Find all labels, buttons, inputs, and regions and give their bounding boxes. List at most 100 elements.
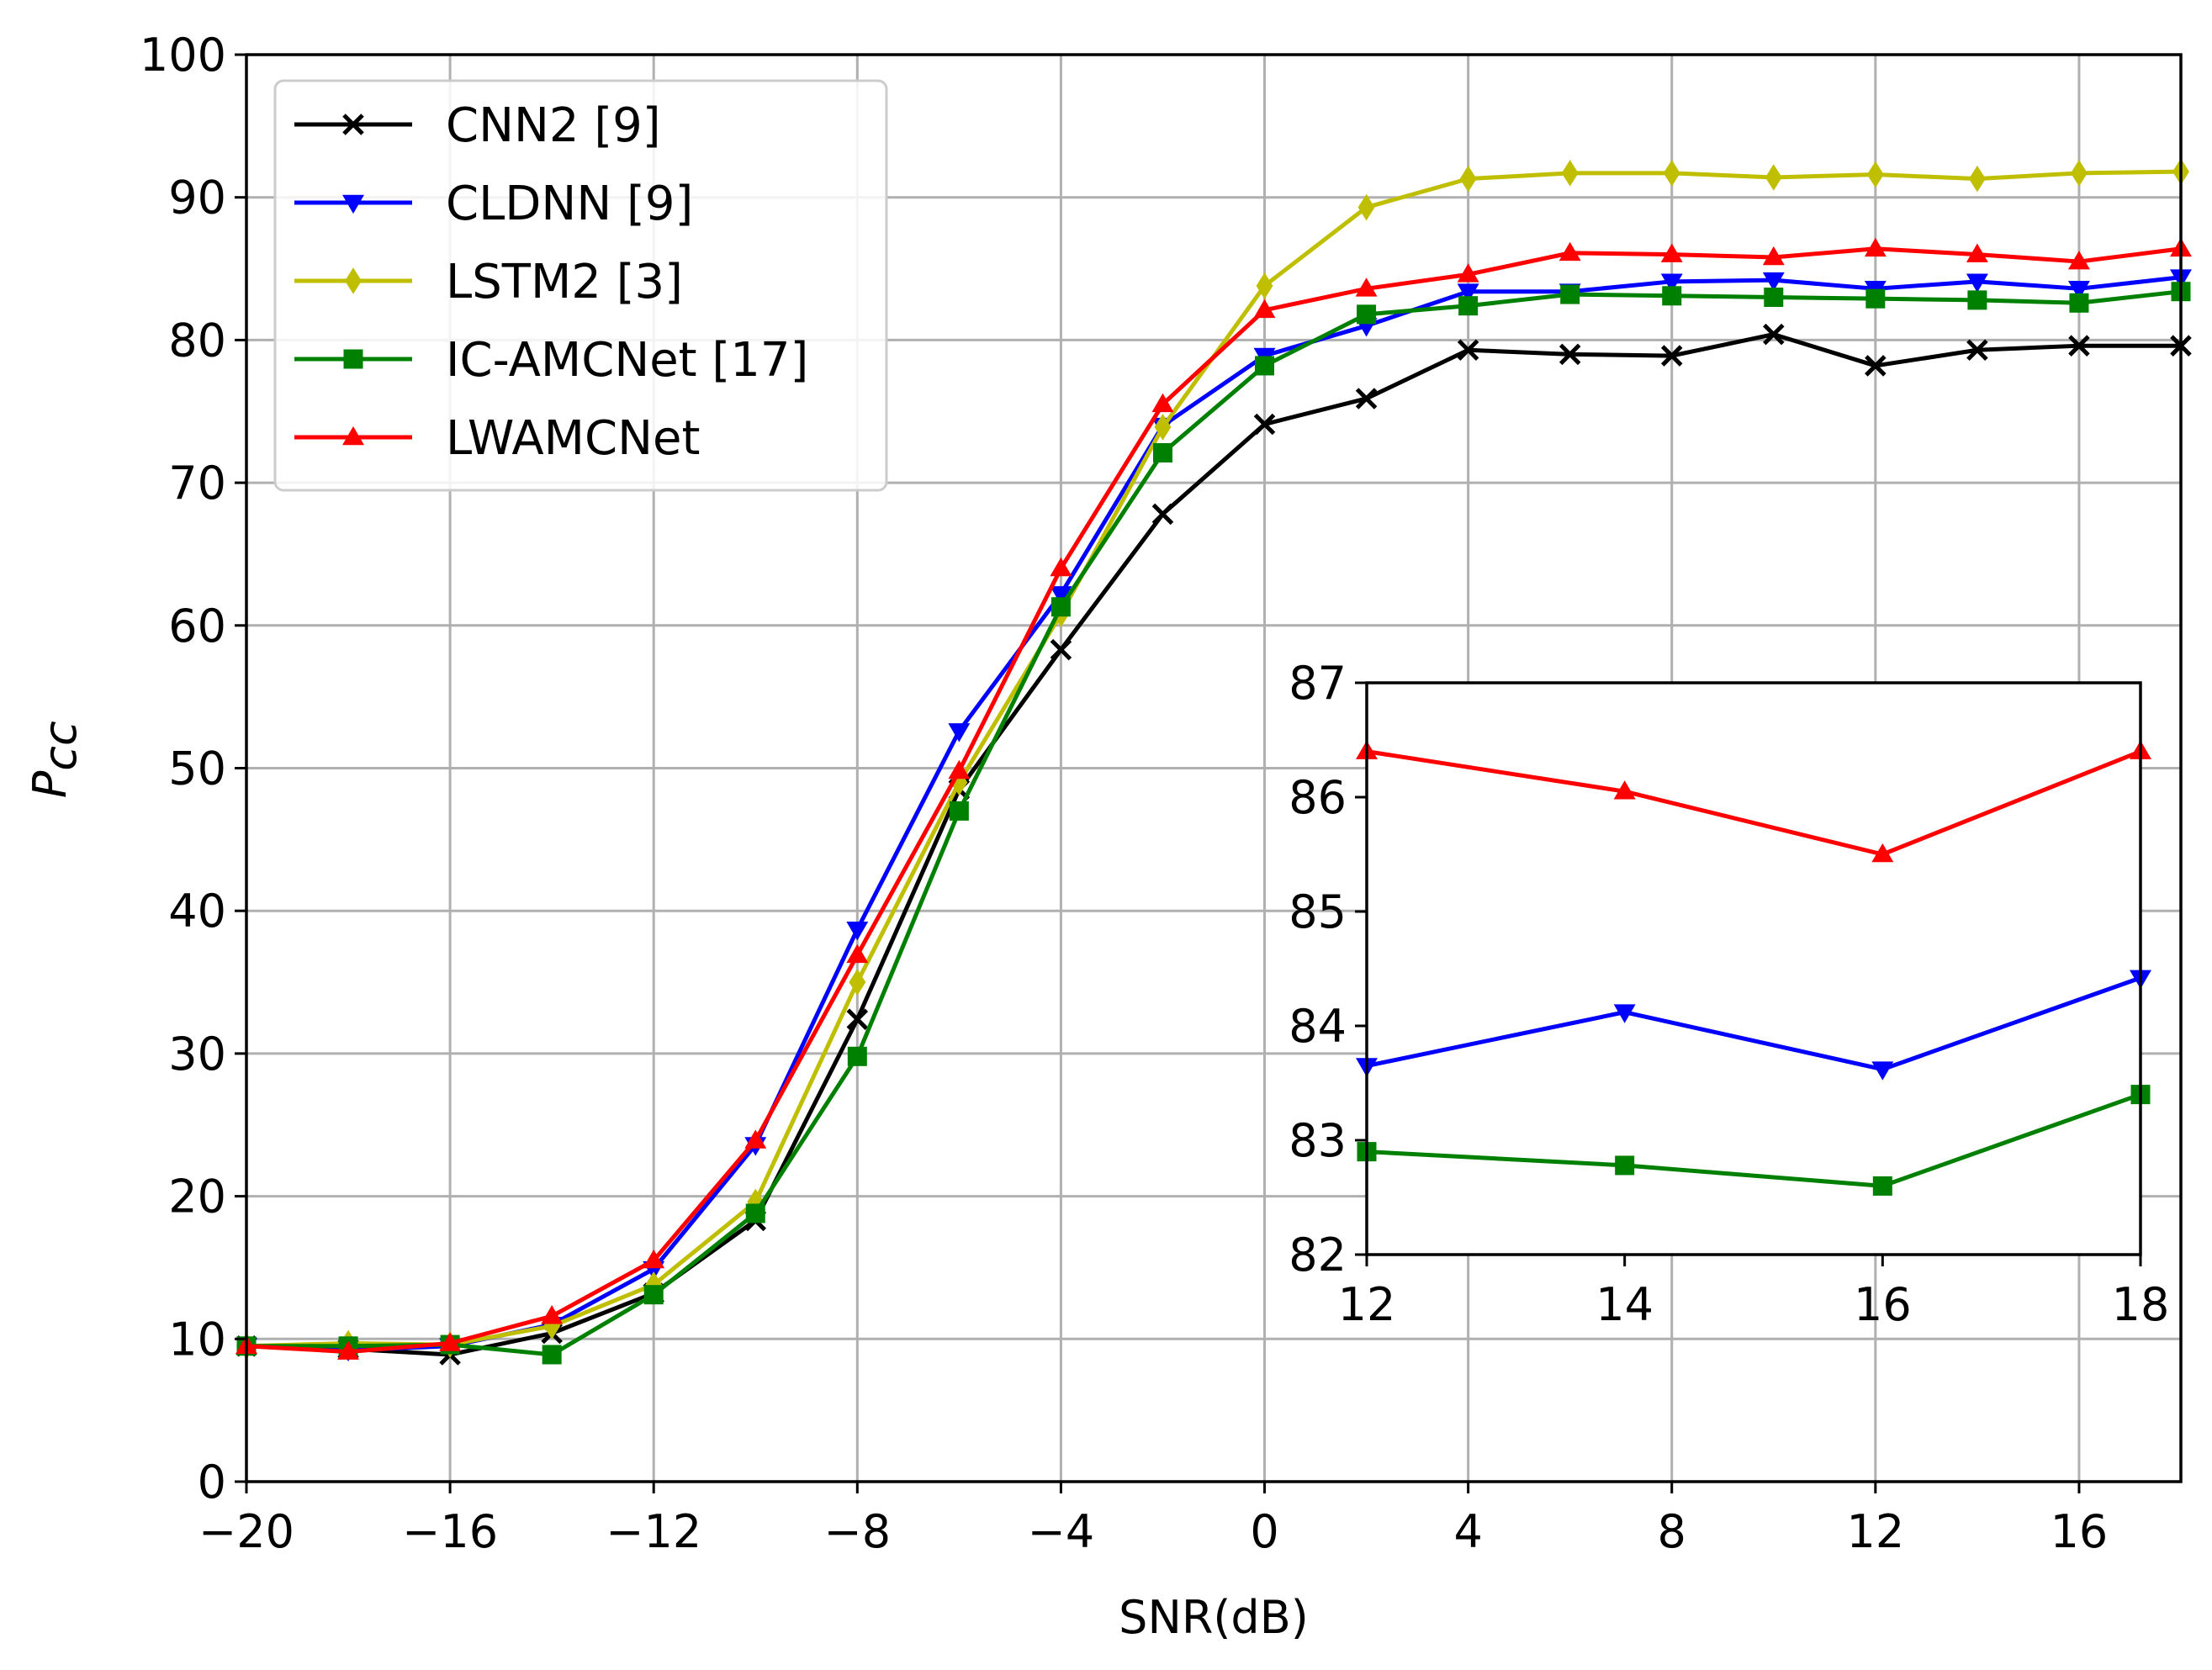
data-point [1457,283,1479,303]
data-point [337,1340,360,1360]
data-point [1762,272,1785,292]
data-point [1660,345,1683,367]
main-ticks: −20 −16 −12 −8 −4 0 4 8 12 16 0 10 20 30 40 50 60 70 80 90 1… [140,29,2108,1558]
data-point [1765,164,1782,191]
inset-y-tick-label: 83 [1289,1114,1347,1167]
y-tick-label: 100 [140,29,226,82]
x-tick-label: −16 [402,1505,498,1558]
series-ic-amcnet-17 [236,282,2191,1365]
series-line [246,332,2181,1357]
y-tick-label: 20 [168,1171,226,1223]
inset-x-tick-label: 14 [1595,1278,1654,1331]
legend-box [273,79,888,492]
y-axis-title: P cc [24,721,87,798]
data-point [1865,288,1886,309]
data-point [643,1285,664,1305]
y-tick-label: 50 [168,743,226,795]
data-point [1967,290,1987,310]
inset-data-point [1872,1176,1892,1196]
series-line [246,289,2182,1357]
inset-y-tick-label: 84 [1289,1000,1347,1053]
x-tick-label: 8 [1658,1505,1686,1558]
legend-label: CLDNN [9] [446,177,693,231]
legend-marker [342,425,364,446]
data-point [439,1332,462,1351]
inset-y-tick-label: 87 [1289,657,1347,710]
data-point [1968,165,1986,193]
data-point [1253,413,1276,436]
inset-x-tick-label: 12 [1338,1278,1396,1331]
data-point [1050,638,1072,661]
data-point [846,943,869,964]
data-point [846,1008,869,1030]
data-point [1357,304,1377,325]
data-point [643,1249,665,1269]
legend-label: LWAMCNet [446,411,700,466]
data-point [948,759,971,780]
inset-y-tick-label: 86 [1289,771,1347,824]
series-line [246,275,2182,1353]
data-point [1459,165,1477,193]
data-point [1966,339,1988,362]
x-tick-label: 4 [1453,1505,1482,1558]
x-tick-label: 0 [1250,1505,1278,1558]
legend-item: CNN2 [9] [294,98,661,153]
data-point [1763,323,1785,346]
data-point [1865,355,1887,377]
data-point [2071,160,2088,187]
x-tick-label: −8 [824,1505,892,1558]
legend-item: IC-AMCNet [17] [294,333,808,388]
legend-marker [342,114,364,135]
data-point [2069,293,2089,313]
series-line [246,246,2182,1355]
data-point [1558,343,1581,366]
y-tick-label: 70 [168,457,226,510]
inset-series-line [1366,749,2141,857]
data-point [1660,243,1683,262]
data-point [1663,160,1680,187]
data-point [949,801,969,821]
data-point [846,921,869,941]
data-point [1561,160,1579,187]
data-point [1457,339,1479,362]
inset-data-point [1613,780,1636,800]
data-point [542,1345,562,1365]
data-point [1866,161,1884,188]
x-tick-label: −4 [1028,1505,1095,1558]
data-point [1152,442,1172,462]
legend-item: LSTM2 [3] [294,255,683,309]
data-point [1151,503,1174,526]
data-point [1050,557,1072,577]
y-axis-title-main: P [24,770,77,798]
main-plot-frame [245,53,2183,1483]
inset-data-point [1615,1155,1635,1176]
y-tick-label: 60 [168,600,226,653]
inset-x-tick-label: 16 [1854,1278,1912,1331]
series-cnn2-9 [235,323,2192,1366]
inset-x-tick-label: 18 [2112,1278,2170,1331]
legend-label: CNN2 [9] [446,98,661,153]
data-point [1458,296,1479,316]
data-point [847,1046,867,1066]
data-point [849,969,866,996]
x-tick-label: −12 [606,1505,701,1558]
inset-series-cldnn-9 [1356,970,2151,1081]
legend-label: LSTM2 [3] [446,255,683,309]
y-tick-label: 40 [168,885,226,938]
inset-y-tick-label: 82 [1289,1229,1347,1282]
data-point [1050,597,1071,617]
data-point [1662,286,1682,306]
data-point [2067,281,2090,300]
y-tick-label: 90 [168,172,226,225]
main-series [235,158,2192,1366]
data-point [948,723,971,743]
legend: CNN2 [9] CLDNN [9] LSTM2 [3] IC-AMCNet [17]… [273,79,888,492]
data-point [1253,299,1276,319]
data-point [744,1129,767,1149]
y-tick-label: 10 [168,1313,226,1366]
inset-data-point [1871,1061,1894,1081]
x-axis-title: SNR(dB) [1119,1591,1309,1644]
data-point [2068,335,2090,357]
y-tick-label: 80 [168,314,226,367]
